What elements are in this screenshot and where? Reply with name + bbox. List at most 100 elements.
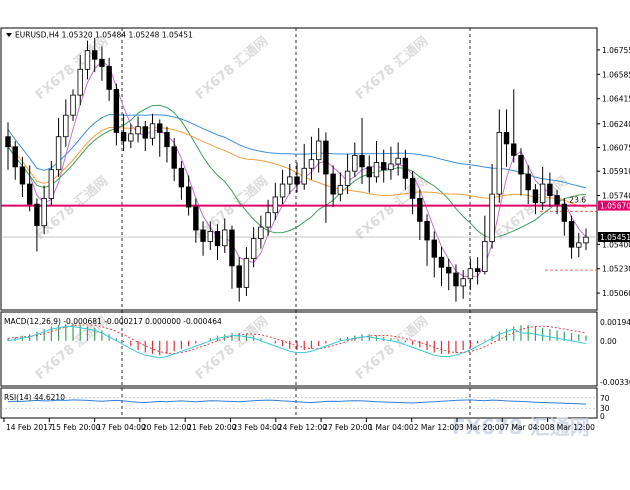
candle	[482, 215, 488, 275]
candle	[315, 128, 322, 173]
candle	[70, 89, 76, 121]
candle	[547, 172, 553, 208]
bull-candle-body	[344, 170, 351, 186]
candle	[26, 165, 33, 212]
bear-candle-body	[503, 132, 510, 145]
candle	[77, 54, 83, 106]
candle	[511, 89, 517, 163]
candle	[424, 214, 430, 266]
bear-candle-body	[330, 173, 336, 195]
candle	[279, 169, 286, 205]
bear-candle-body	[409, 177, 416, 199]
candle	[359, 118, 365, 185]
bear-candle-body	[19, 166, 26, 185]
price-tick-label: 1.05910	[602, 167, 630, 176]
candle	[222, 218, 228, 253]
bear-candle-body	[157, 123, 163, 133]
candle	[301, 143, 307, 190]
time-tick-label: 1 Mar 04:00	[368, 423, 414, 432]
bull-candle-body	[207, 231, 213, 242]
candle	[402, 149, 409, 190]
candle	[41, 185, 47, 235]
bear-candle-body	[171, 146, 177, 169]
candle	[308, 136, 315, 180]
bear-candle-body	[236, 265, 242, 288]
candle	[63, 99, 69, 147]
candle	[258, 215, 264, 249]
bear-candle-body	[26, 183, 33, 205]
bull-candle-body	[539, 183, 546, 204]
candle	[539, 166, 546, 210]
rsi-line	[7, 399, 587, 405]
rsi-tick-label: 70	[600, 394, 610, 403]
bear-candle-body	[106, 66, 112, 90]
bear-candle-body	[446, 266, 452, 274]
horizontal-levels[interactable]: 23.6	[1, 196, 597, 271]
candle	[583, 228, 589, 251]
candle	[171, 138, 177, 182]
bear-candle-body	[474, 268, 481, 272]
bear-candle-body	[164, 132, 170, 148]
candle	[568, 215, 575, 259]
bull-candle-body	[576, 242, 582, 248]
bull-candle-body	[222, 229, 228, 247]
svg-text:FX678 汇通网: FX678 汇通网	[352, 33, 431, 103]
bull-candle-body	[496, 132, 502, 195]
time-tick-label: 23 Feb 04:00	[233, 423, 282, 432]
candle	[200, 221, 206, 256]
svg-text:FX678 汇通网: FX678 汇通网	[452, 415, 590, 439]
candle	[99, 46, 105, 81]
dropdown-triangle-icon[interactable]	[6, 33, 12, 37]
candle	[120, 113, 127, 152]
rsi-tick-label: 30	[600, 404, 610, 413]
candle	[113, 83, 120, 146]
candle	[48, 161, 55, 206]
current-price-tag	[598, 231, 630, 242]
candle	[554, 189, 560, 215]
candle	[229, 225, 235, 289]
price-tick-label: 1.06755	[602, 46, 630, 55]
candle	[380, 149, 387, 183]
candle	[287, 163, 293, 195]
candle	[19, 156, 26, 197]
candle	[193, 198, 199, 243]
candle	[92, 37, 98, 73]
time-tick-label: 17 Feb 04:00	[97, 423, 146, 432]
bear-candle-body	[417, 198, 423, 222]
candle	[446, 258, 452, 291]
candle	[142, 120, 148, 152]
candle	[330, 165, 336, 208]
bull-candle-body	[243, 258, 250, 288]
candle	[409, 171, 416, 215]
candle	[34, 198, 40, 252]
bear-candle-body	[424, 220, 430, 241]
bear-candle-body	[323, 140, 329, 175]
bull-candle-body	[583, 236, 589, 244]
svg-text:FX678 汇通网: FX678 汇通网	[352, 313, 431, 383]
bear-candle-body	[568, 220, 575, 248]
time-tick-label: 2 Mar 12:00	[414, 423, 460, 432]
time-tick-label: 20 Feb 12:00	[142, 423, 191, 432]
main-pane-border	[0, 27, 598, 311]
bull-candle-body	[337, 185, 344, 195]
bull-candle-body	[77, 68, 83, 96]
bull-candle-body	[48, 169, 55, 199]
period-separators	[121, 28, 471, 418]
time-tick-label: 27 Feb 20:00	[323, 423, 372, 432]
candle	[489, 163, 495, 249]
bull-candle-body	[467, 268, 474, 280]
candle	[532, 184, 539, 215]
time-tick-label: 8 Mar 12:00	[550, 423, 596, 432]
bear-candle-body	[229, 229, 235, 267]
candle	[460, 270, 466, 299]
svg-text:FX678 汇通网: FX678 汇通网	[192, 33, 271, 103]
bull-candle-body	[63, 114, 69, 138]
candle	[388, 146, 394, 180]
level-price-label: 1.05670	[600, 202, 630, 211]
bull-candle-body	[135, 126, 141, 135]
bear-candle-body	[200, 229, 206, 242]
candle	[576, 232, 582, 258]
candle	[207, 221, 213, 251]
